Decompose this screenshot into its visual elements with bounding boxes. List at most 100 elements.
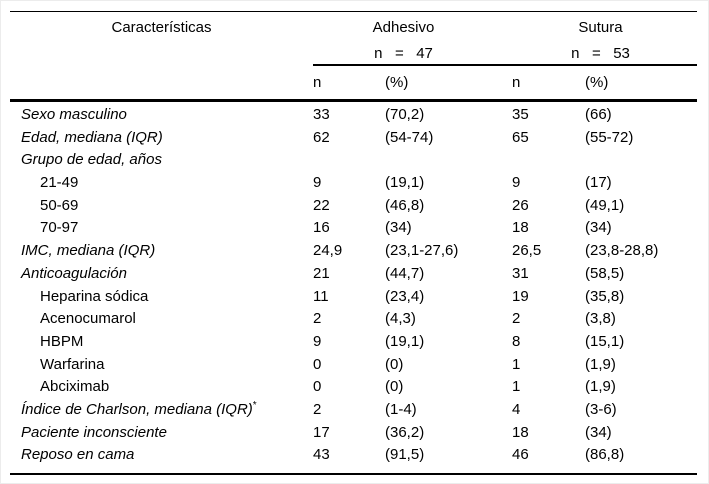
adhesivo-pct-value: (34) <box>385 219 412 237</box>
adhesivo-pct-value: (44,7) <box>385 264 425 282</box>
adhesivo-pct-value: (54-74) <box>385 128 434 146</box>
row-label: Heparina sódica <box>40 287 149 305</box>
adhesivo-n-value: 22 <box>313 196 330 214</box>
table-row: Acenocumarol 2 (4,3) 2 (3,8) <box>10 308 697 331</box>
sutura-pct-value: (34) <box>585 423 612 441</box>
adhesivo-pct-value: (46,8) <box>385 196 425 214</box>
adhesivo-pct-value: (19,1) <box>385 174 425 192</box>
sutura-pct-value: (34) <box>585 219 612 237</box>
adhesivo-n-value: 21 <box>313 264 330 282</box>
table-row: 70-97 16 (34) 18 (34) <box>10 217 697 240</box>
sample-size-adhesivo: n = 47 <box>313 43 512 66</box>
sutura-pct-value: (86,8) <box>585 446 625 464</box>
sutura-n-value <box>512 149 585 172</box>
sutura-n-value: 18 <box>512 423 529 441</box>
sutura-pct-value: (49,1) <box>585 196 625 214</box>
adhesivo-n-value: 62 <box>313 128 330 146</box>
adhesivo-pct-value: (19,1) <box>385 332 425 350</box>
group-header-sutura: Sutura <box>578 19 623 36</box>
sutura-n-value: 1 <box>512 355 521 373</box>
sutura-n-value: 9 <box>512 174 521 192</box>
table-row: Heparina sódica 11 (23,4) 19 (35,8) <box>10 286 697 309</box>
adhesivo-pct-value <box>385 149 512 172</box>
adhesivo-n-value <box>313 149 385 172</box>
adhesivo-pct-value: (1-4) <box>385 400 417 418</box>
adhesivo-pct-value: (23,1-27,6) <box>385 242 459 260</box>
row-label: Reposo en cama <box>21 446 135 464</box>
sutura-n-value: 35 <box>512 106 529 123</box>
table-row: Índice de Charlson, mediana (IQR)* 2 (1-… <box>10 399 697 422</box>
table-row: IMC, mediana (IQR) 24,9 (23,1-27,6) 26,5… <box>10 240 697 263</box>
table-row: Edad, mediana (IQR) 62 (54-74) 65 (55-72… <box>10 127 697 150</box>
sutura-pct-value: (58,5) <box>585 264 625 282</box>
table-row: Anticoagulación 21 (44,7) 31 (58,5) <box>10 263 697 286</box>
row-label: Paciente inconsciente <box>21 423 167 441</box>
table-row: HBPM 9 (19,1) 8 (15,1) <box>10 331 697 354</box>
row-label: Anticoagulación <box>21 264 127 282</box>
row-label: Edad, mediana (IQR) <box>21 128 163 146</box>
sutura-n-value: 26,5 <box>512 242 542 260</box>
sutura-n-value: 18 <box>512 219 529 237</box>
row-label: Índice de Charlson, mediana (IQR)* <box>21 399 257 418</box>
table-header: Características Adhesivo Sutura n = 47 n… <box>10 12 697 102</box>
sutura-n-value: 26 <box>512 196 529 214</box>
adhesivo-pct-value: (91,5) <box>385 446 425 464</box>
row-label: 50-69 <box>40 196 79 214</box>
sutura-n-value: 2 <box>512 310 521 328</box>
adhesivo-n-value: 33 <box>313 106 330 123</box>
sutura-n-value: 8 <box>512 332 521 350</box>
adhesivo-n-value: 24,9 <box>313 242 343 260</box>
subheader-pct-adhesivo: (%) <box>385 74 409 91</box>
adhesivo-pct-value: (23,4) <box>385 287 425 305</box>
header-row-groups: Características Adhesivo Sutura <box>10 12 697 43</box>
adhesivo-n-value: 11 <box>313 287 329 305</box>
sutura-pct-value: (3,8) <box>585 310 616 328</box>
row-label: 70-97 <box>40 219 79 237</box>
table-row: Sexo masculino 33 (70,2) 35 (66) <box>10 104 697 127</box>
adhesivo-pct-value: (70,2) <box>385 106 425 123</box>
row-label: Abciximab <box>40 378 110 396</box>
row-label: Acenocumarol <box>40 310 136 328</box>
subheader-pct-sutura: (%) <box>585 74 609 91</box>
adhesivo-pct-value: (0) <box>385 378 404 396</box>
sutura-n-value: 4 <box>512 400 521 418</box>
row-label: Sexo masculino <box>21 106 127 123</box>
subheader-n-sutura: n <box>512 74 521 91</box>
header-row-subheaders: n (%) n (%) <box>10 66 697 102</box>
row-label: IMC, mediana (IQR) <box>21 242 156 260</box>
sutura-n-value: 31 <box>512 264 529 282</box>
table-row: Grupo de edad, años <box>10 149 697 172</box>
sutura-pct-value: (35,8) <box>585 287 625 305</box>
row-label: HBPM <box>40 332 84 350</box>
row-label: Grupo de edad, años <box>21 151 162 169</box>
adhesivo-n-value: 9 <box>313 174 322 192</box>
table-row: Abciximab 0 (0) 1 (1,9) <box>10 376 697 399</box>
table-row: 21-49 9 (19,1) 9 (17) <box>10 172 697 195</box>
sample-size-sutura: n = 53 <box>512 43 697 66</box>
adhesivo-n-value: 0 <box>313 378 322 396</box>
sutura-pct-value: (1,9) <box>585 378 616 396</box>
adhesivo-n-value: 0 <box>313 355 322 373</box>
sutura-pct-value: (66) <box>585 106 612 123</box>
adhesivo-n-value: 2 <box>313 310 322 328</box>
table-row: Paciente inconsciente 17 (36,2) 18 (34) <box>10 422 697 445</box>
adhesivo-pct-value: (0) <box>385 355 404 373</box>
characteristics-table: Características Adhesivo Sutura n = 47 n… <box>10 11 697 475</box>
column-header-caracteristicas: Características <box>111 19 212 36</box>
sutura-n-value: 65 <box>512 128 529 146</box>
subheader-n-adhesivo: n <box>313 74 322 91</box>
table-row: 50-69 22 (46,8) 26 (49,1) <box>10 195 697 218</box>
footnote-asterisk: * <box>252 399 257 411</box>
sutura-n-value: 1 <box>512 378 521 396</box>
header-row-sample-sizes: n = 47 n = 53 <box>10 43 697 66</box>
sutura-n-value: 19 <box>512 287 529 305</box>
row-label: 21-49 <box>40 174 79 192</box>
sutura-pct-value: (17) <box>585 174 612 192</box>
sutura-pct-value: (3-6) <box>585 400 617 418</box>
sutura-pct-value: (55-72) <box>585 128 634 146</box>
adhesivo-pct-value: (36,2) <box>385 423 425 441</box>
adhesivo-n-value: 9 <box>313 332 322 350</box>
table-row: Warfarina 0 (0) 1 (1,9) <box>10 354 697 377</box>
adhesivo-n-value: 43 <box>313 446 330 464</box>
